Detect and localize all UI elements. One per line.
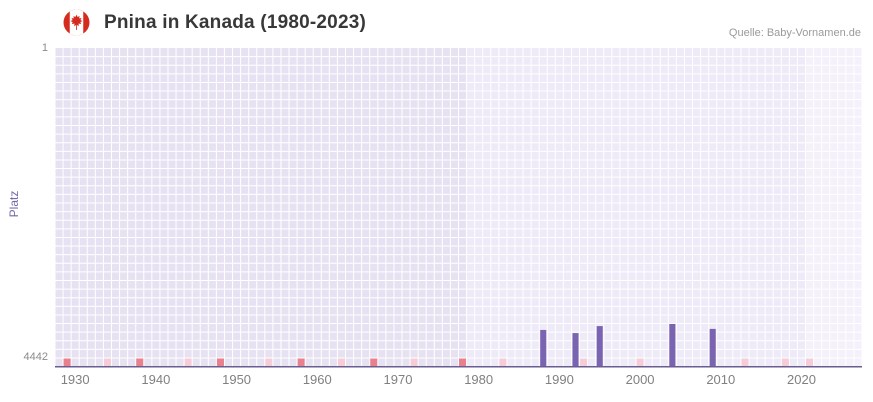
x-axis-tick: 2000 bbox=[626, 372, 655, 387]
bottom-marker-strip bbox=[63, 358, 814, 366]
marker-cell-light[interactable] bbox=[103, 358, 112, 366]
y-axis-tick-top: 1 bbox=[41, 42, 48, 54]
canada-flag-icon bbox=[63, 9, 90, 36]
x-axis-tick: 1950 bbox=[222, 372, 251, 387]
rank-bar[interactable] bbox=[709, 328, 716, 366]
y-axis-tick-bottom: 4442 bbox=[23, 351, 48, 363]
marker-cell-light[interactable] bbox=[805, 358, 814, 366]
marker-cell-strong[interactable] bbox=[369, 358, 378, 366]
rank-bar[interactable] bbox=[540, 329, 547, 366]
rank-bars bbox=[540, 324, 716, 366]
marker-cell-light[interactable] bbox=[579, 358, 588, 366]
grid-lines bbox=[54, 48, 863, 366]
rank-bar[interactable] bbox=[669, 324, 676, 366]
marker-cell-strong[interactable] bbox=[216, 358, 225, 366]
marker-cell-strong[interactable] bbox=[297, 358, 306, 366]
marker-cell-light[interactable] bbox=[184, 358, 193, 366]
marker-cell-strong[interactable] bbox=[63, 358, 72, 366]
x-axis-tick: 1930 bbox=[61, 372, 90, 387]
x-axis-tick: 1980 bbox=[464, 372, 493, 387]
x-axis-tick: 1940 bbox=[141, 372, 170, 387]
page-title: Pnina in Kanada (1980-2023) bbox=[104, 11, 367, 33]
marker-cell-light[interactable] bbox=[337, 358, 346, 366]
x-axis-tick-labels: 1930 1940 1950 1960 1970 1980 1990 2000 2010 2020 bbox=[61, 372, 816, 387]
x-axis-tick: 2020 bbox=[787, 372, 816, 387]
x-axis-tick: 1990 bbox=[545, 372, 574, 387]
rank-bar[interactable] bbox=[572, 333, 579, 366]
marker-cell-light[interactable] bbox=[781, 358, 790, 366]
x-axis-tick: 1960 bbox=[303, 372, 332, 387]
marker-cell-light[interactable] bbox=[410, 358, 419, 366]
marker-cell-light[interactable] bbox=[498, 358, 507, 366]
marker-cell-strong[interactable] bbox=[458, 358, 467, 366]
rank-bar[interactable] bbox=[596, 326, 603, 366]
x-axis-tick: 1970 bbox=[384, 372, 413, 387]
chart-header: Pnina in Kanada (1980-2023) bbox=[63, 9, 366, 36]
x-axis-line bbox=[55, 366, 862, 368]
x-axis-tick: 2010 bbox=[706, 372, 735, 387]
marker-cell-light[interactable] bbox=[636, 358, 645, 366]
marker-cell-light[interactable] bbox=[264, 358, 273, 366]
source-attribution: Quelle: Baby-Vornamen.de bbox=[728, 27, 861, 39]
marker-cell-strong[interactable] bbox=[135, 358, 144, 366]
marker-cell-light[interactable] bbox=[740, 358, 750, 366]
rank-chart: 1930 1940 1950 1960 1970 1980 1990 2000 2010 2020 bbox=[54, 48, 863, 387]
